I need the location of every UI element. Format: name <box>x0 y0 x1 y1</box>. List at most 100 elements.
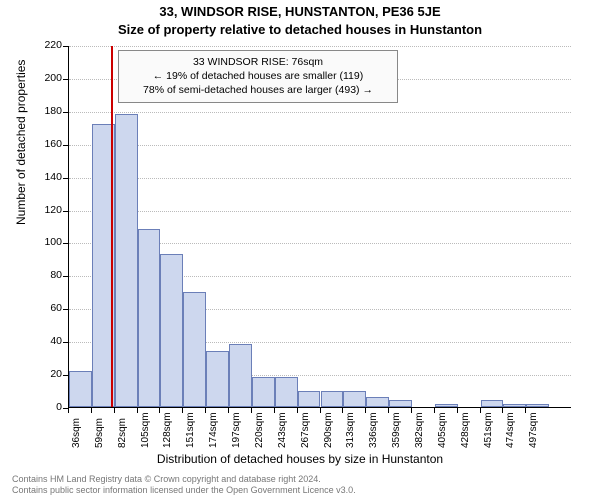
info-line-3: 78% of semi-detached houses are larger (… <box>125 83 391 97</box>
x-tick <box>480 408 481 413</box>
x-tick <box>228 408 229 413</box>
histogram-bar <box>160 254 183 407</box>
info-line-1: 33 WINDSOR RISE: 76sqm <box>125 55 391 69</box>
x-tick <box>342 408 343 413</box>
footer-line-2: Contains public sector information licen… <box>12 485 356 496</box>
x-tick-label: 382sqm <box>414 412 425 448</box>
x-tick <box>502 408 503 413</box>
gridline <box>69 46 571 47</box>
histogram-bar <box>435 404 458 407</box>
histogram-bar <box>321 391 344 407</box>
x-tick-label: 36sqm <box>71 418 82 448</box>
y-tick <box>63 178 68 179</box>
x-tick <box>457 408 458 413</box>
gridline <box>69 112 571 113</box>
x-axis-label: Distribution of detached houses by size … <box>0 452 600 466</box>
y-tick <box>63 79 68 80</box>
x-tick <box>159 408 160 413</box>
histogram-bar <box>298 391 321 407</box>
page-subtitle: Size of property relative to detached ho… <box>0 22 600 37</box>
info-box: 33 WINDSOR RISE: 76sqm ← 19% of detached… <box>118 50 398 103</box>
y-tick-label: 0 <box>34 401 62 413</box>
y-tick-label: 60 <box>34 302 62 314</box>
x-tick-label: 359sqm <box>391 412 402 448</box>
y-tick-label: 160 <box>34 138 62 150</box>
x-tick <box>525 408 526 413</box>
x-tick-label: 174sqm <box>208 412 219 448</box>
gridline <box>69 178 571 179</box>
histogram-bar <box>183 292 206 407</box>
x-tick-label: 313sqm <box>345 412 356 448</box>
x-tick <box>365 408 366 413</box>
footer-attribution: Contains HM Land Registry data © Crown c… <box>12 474 356 496</box>
y-tick <box>63 46 68 47</box>
y-tick <box>63 211 68 212</box>
property-marker-line <box>111 46 113 407</box>
histogram-bar <box>252 377 275 407</box>
gridline <box>69 211 571 212</box>
x-tick-label: 243sqm <box>277 412 288 448</box>
y-tick <box>63 342 68 343</box>
x-tick <box>68 408 69 413</box>
histogram-bar <box>481 400 504 407</box>
y-tick <box>63 112 68 113</box>
y-tick-label: 140 <box>34 171 62 183</box>
x-tick <box>274 408 275 413</box>
info-line-2: ← 19% of detached houses are smaller (11… <box>125 69 391 83</box>
y-tick-label: 120 <box>34 204 62 216</box>
x-tick-label: 336sqm <box>368 412 379 448</box>
y-tick-label: 80 <box>34 269 62 281</box>
x-tick <box>91 408 92 413</box>
gridline <box>69 145 571 146</box>
histogram-bar <box>206 351 229 407</box>
y-tick <box>63 375 68 376</box>
x-tick-label: 220sqm <box>254 412 265 448</box>
y-tick-label: 180 <box>34 105 62 117</box>
x-tick <box>388 408 389 413</box>
y-tick-label: 220 <box>34 39 62 51</box>
page-title: 33, WINDSOR RISE, HUNSTANTON, PE36 5JE <box>0 4 600 19</box>
histogram-bar <box>229 344 252 407</box>
x-tick-label: 428sqm <box>460 412 471 448</box>
histogram-bar <box>115 114 138 407</box>
x-tick-label: 267sqm <box>300 412 311 448</box>
x-tick-label: 151sqm <box>185 412 196 448</box>
y-tick-label: 200 <box>34 72 62 84</box>
x-tick <box>251 408 252 413</box>
histogram-bar <box>389 400 412 407</box>
x-tick-label: 290sqm <box>323 412 334 448</box>
x-tick-label: 59sqm <box>94 418 105 448</box>
y-tick <box>63 243 68 244</box>
x-tick-label: 405sqm <box>437 412 448 448</box>
y-tick-label: 20 <box>34 368 62 380</box>
x-tick <box>182 408 183 413</box>
y-tick <box>63 276 68 277</box>
histogram-bar <box>138 229 161 407</box>
y-tick-label: 40 <box>34 335 62 347</box>
histogram-bar <box>343 391 366 407</box>
x-tick-label: 128sqm <box>162 412 173 448</box>
x-tick <box>434 408 435 413</box>
histogram-bar <box>366 397 389 407</box>
x-tick <box>205 408 206 413</box>
x-tick <box>297 408 298 413</box>
footer-line-1: Contains HM Land Registry data © Crown c… <box>12 474 356 485</box>
y-tick-label: 100 <box>34 236 62 248</box>
x-tick-label: 197sqm <box>231 412 242 448</box>
histogram-bar <box>526 404 549 407</box>
histogram-bar <box>503 404 526 407</box>
x-tick-label: 497sqm <box>528 412 539 448</box>
x-tick <box>320 408 321 413</box>
x-tick <box>137 408 138 413</box>
y-tick <box>63 309 68 310</box>
histogram-bar <box>69 371 92 407</box>
x-tick-label: 105sqm <box>140 412 151 448</box>
histogram-bar <box>275 377 298 407</box>
y-tick <box>63 145 68 146</box>
x-tick-label: 451sqm <box>483 412 494 448</box>
y-axis-label: Number of detached properties <box>14 60 28 225</box>
x-tick-label: 82sqm <box>117 418 128 448</box>
x-tick-label: 474sqm <box>505 412 516 448</box>
x-tick <box>114 408 115 413</box>
x-tick <box>411 408 412 413</box>
